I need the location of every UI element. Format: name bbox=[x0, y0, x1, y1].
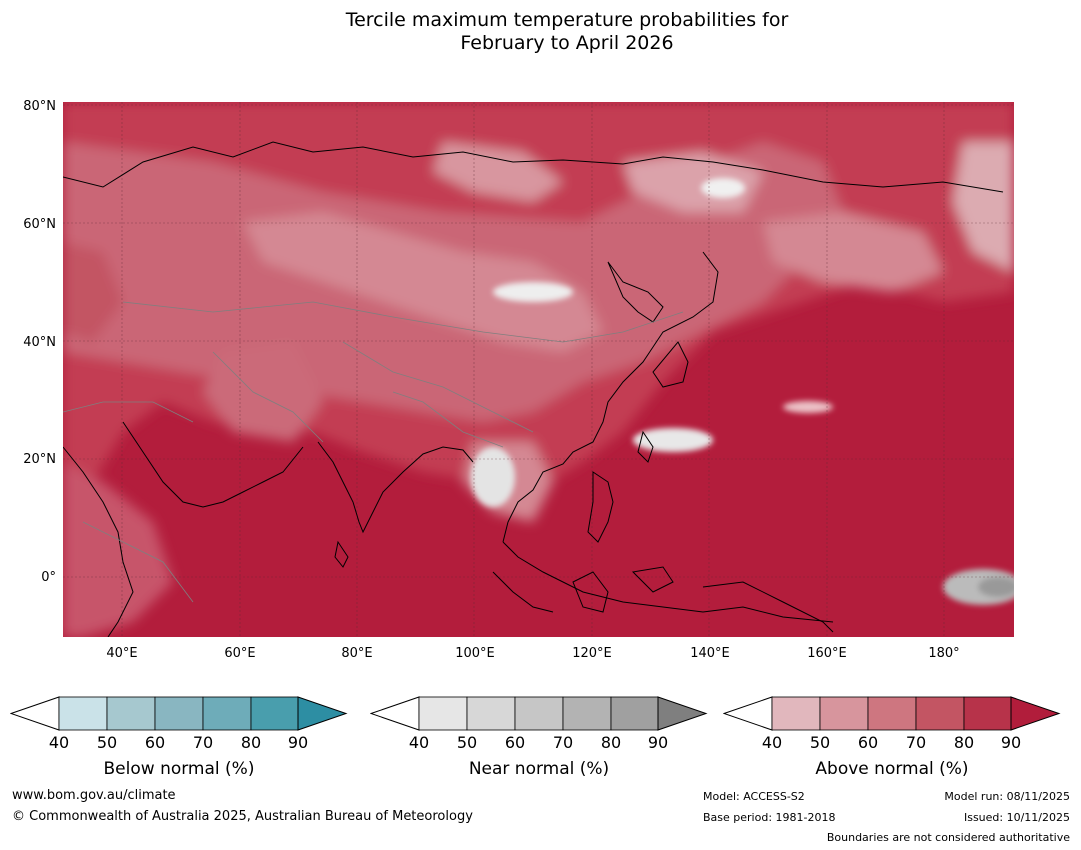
colorbar-swatch-70 bbox=[915, 696, 965, 731]
graticule bbox=[63, 102, 1014, 637]
above-normal-title: Above normal (%) bbox=[815, 759, 969, 779]
lon-label-60e: 60°E bbox=[224, 646, 256, 661]
coastlines bbox=[63, 141, 1004, 637]
colorbar-swatch-80 bbox=[963, 696, 1012, 731]
below-tick-80: 80 bbox=[240, 733, 262, 752]
below-tick-50: 50 bbox=[96, 733, 118, 752]
country-boundaries bbox=[63, 301, 684, 603]
colorbar-swatch-60 bbox=[867, 696, 917, 731]
above-tick-40: 40 bbox=[761, 733, 783, 752]
lat-label-0: 0° bbox=[41, 570, 56, 585]
probability-fields bbox=[63, 102, 1014, 637]
above-tick-90: 90 bbox=[1000, 733, 1022, 752]
model-text: Model: ACCESS-S2 bbox=[703, 790, 805, 803]
near-tick-40: 40 bbox=[408, 733, 430, 752]
colorbar-swatch-50 bbox=[106, 696, 156, 731]
colorbar-swatch-70 bbox=[202, 696, 252, 731]
colorbar-swatch-60 bbox=[514, 696, 564, 731]
below-normal-colorbar bbox=[10, 696, 348, 731]
below-normal-title: Below normal (%) bbox=[103, 759, 255, 779]
map-title: Tercile maximum temperature probabilitie… bbox=[0, 9, 1081, 55]
below-tick-40: 40 bbox=[48, 733, 70, 752]
above-tick-60: 60 bbox=[857, 733, 879, 752]
base-period-text: Base period: 1981-2018 bbox=[703, 811, 836, 824]
lon-label-40e: 40°E bbox=[106, 646, 138, 661]
colorbar-swatch-90 bbox=[297, 696, 348, 731]
near-normal-patches bbox=[471, 178, 1014, 605]
colorbar-swatch-50 bbox=[819, 696, 869, 731]
colorbar-swatch-60 bbox=[154, 696, 204, 731]
below-tick-90: 90 bbox=[287, 733, 309, 752]
colorbar-swatch-40 bbox=[771, 696, 821, 731]
below-tick-70: 70 bbox=[192, 733, 214, 752]
title-line-2: February to April 2026 bbox=[460, 32, 674, 54]
title-line-1: Tercile maximum temperature probabilitie… bbox=[345, 9, 789, 31]
above-tick-50: 50 bbox=[809, 733, 831, 752]
issued-text: Issued: 10/11/2025 bbox=[963, 811, 1070, 824]
above-tick-80: 80 bbox=[953, 733, 975, 752]
near-tick-80: 80 bbox=[600, 733, 622, 752]
lon-label-120e: 120°E bbox=[572, 646, 612, 661]
colorbar-swatch-90 bbox=[657, 696, 708, 731]
near-normal-colorbar bbox=[370, 696, 708, 731]
colorbar-swatch-70 bbox=[562, 696, 612, 731]
probability-map bbox=[63, 102, 1014, 637]
model-run-text: Model run: 08/11/2025 bbox=[944, 790, 1070, 803]
map-canvas bbox=[63, 102, 1014, 637]
lon-label-180: 180° bbox=[928, 646, 960, 661]
colorbar-swatch-40 bbox=[418, 696, 468, 731]
lat-label-20n: 20°N bbox=[23, 452, 56, 467]
lat-label-40n: 40°N bbox=[23, 335, 56, 350]
near-tick-50: 50 bbox=[456, 733, 478, 752]
near-tick-90: 90 bbox=[647, 733, 669, 752]
website-text: www.bom.gov.au/climate bbox=[12, 788, 176, 803]
colorbar-swatch-50 bbox=[466, 696, 516, 731]
lon-label-100e: 100°E bbox=[455, 646, 495, 661]
above-tick-70: 70 bbox=[905, 733, 927, 752]
copyright-text: © Commonwealth of Australia 2025, Austra… bbox=[12, 809, 473, 824]
below-tick-60: 60 bbox=[144, 733, 166, 752]
disclaimer-text: Boundaries are not considered authoritat… bbox=[826, 831, 1070, 844]
lon-label-140e: 140°E bbox=[690, 646, 730, 661]
near-tick-70: 70 bbox=[552, 733, 574, 752]
near-normal-title: Near normal (%) bbox=[468, 759, 610, 779]
colorbar-swatch-80 bbox=[250, 696, 299, 731]
colorbar-swatch-40 bbox=[58, 696, 108, 731]
lon-label-80e: 80°E bbox=[341, 646, 373, 661]
above-normal-colorbar bbox=[723, 696, 1061, 731]
lat-label-60n: 60°N bbox=[23, 217, 56, 232]
colorbar-swatch-80 bbox=[610, 696, 659, 731]
colorbar-swatch-90 bbox=[1010, 696, 1061, 731]
lat-label-80n: 80°N bbox=[23, 99, 56, 114]
near-tick-60: 60 bbox=[504, 733, 526, 752]
lon-label-160e: 160°E bbox=[807, 646, 847, 661]
